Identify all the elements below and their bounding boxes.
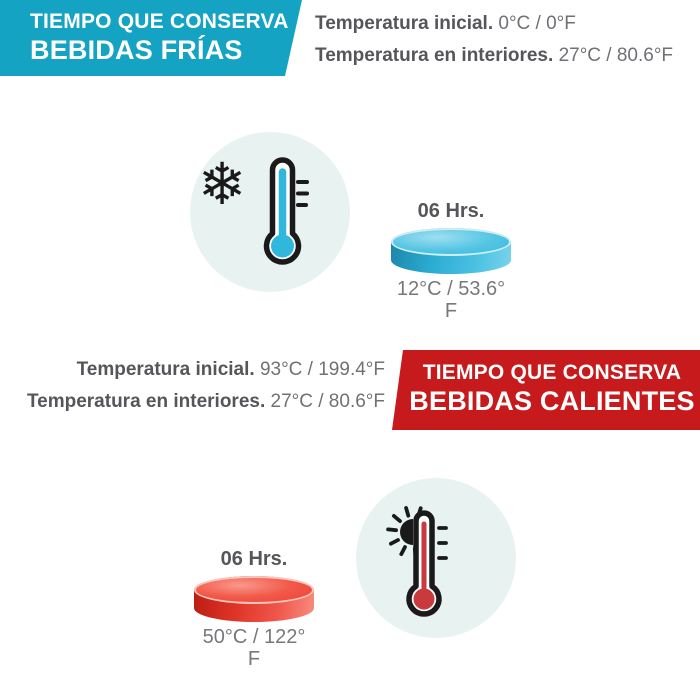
- cold-initial-value: 0°C / 0°F: [498, 13, 576, 34]
- hot-disc: [194, 576, 314, 622]
- cold-disc-top: [391, 228, 511, 256]
- hot-temperature-info: Temperatura inicial. 93°C / 199.4°F Temp…: [27, 354, 385, 418]
- cold-indoor-temperature-line: Temperatura en interiores. 27°C / 80.6°F: [315, 40, 673, 72]
- sun-thermometer-icon: [386, 506, 448, 617]
- hot-thermometer-icon: [406, 510, 448, 617]
- cold-initial-temperature-line: Temperatura inicial. 0°C / 0°F: [315, 8, 673, 40]
- snowflake-thermometer-icon: ❄: [198, 150, 309, 265]
- hot-duration-label: 06 Hrs.: [220, 548, 288, 570]
- cold-section-banner: TIEMPO QUE CONSERVA BEBIDAS FRÍAS: [0, 0, 302, 76]
- cold-hold-temperature: 12°C / 53.6° F: [396, 278, 506, 322]
- cold-disc: [391, 228, 511, 274]
- cold-thermometer-icon: [263, 157, 309, 265]
- hot-initial-temperature-line: Temperatura inicial. 93°C / 199.4°F: [27, 354, 385, 386]
- hot-hold-temperature: 50°C / 122° F: [202, 626, 306, 670]
- hot-icon-circle: [356, 478, 516, 638]
- hot-initial-label: Temperatura inicial.: [76, 359, 255, 380]
- cold-initial-label: Temperatura inicial.: [315, 13, 494, 34]
- cold-indoor-value: 27°C / 80.6°F: [558, 45, 674, 66]
- hot-duration-group: 06 Hrs. 50°C / 122° F: [194, 548, 314, 670]
- cold-duration-group: 06 Hrs. 12°C / 53.6° F: [391, 200, 511, 322]
- hot-indoor-value: 27°C / 80.6°F: [270, 391, 385, 412]
- thermometer-scale-ticks: [437, 526, 448, 560]
- hot-section-banner: TIEMPO QUE CONSERVA BEBIDAS CALIENTES: [392, 350, 700, 430]
- hot-disc-top: [194, 576, 314, 604]
- thermometer-scale-ticks: [296, 180, 309, 207]
- hot-banner-line2: BEBIDAS CALIENTES: [409, 386, 695, 417]
- hot-indoor-temperature-line: Temperatura en interiores. 27°C / 80.6°F: [27, 386, 385, 418]
- cold-banner-line2: BEBIDAS FRÍAS: [30, 35, 243, 66]
- half-sun-icon: [400, 519, 413, 545]
- hot-initial-value: 93°C / 199.4°F: [259, 359, 385, 380]
- hot-indoor-label: Temperatura en interiores.: [26, 391, 266, 412]
- cold-banner-line1: TIEMPO QUE CONSERVA: [30, 10, 289, 33]
- cold-icon-circle: ❄: [190, 132, 350, 292]
- cold-indoor-label: Temperatura en interiores.: [315, 45, 554, 66]
- cold-duration-label: 06 Hrs.: [417, 200, 485, 222]
- snowflake-icon: ❄: [198, 150, 247, 218]
- cold-temperature-info: Temperatura inicial. 0°C / 0°F Temperatu…: [315, 8, 673, 72]
- hot-banner-line1: TIEMPO QUE CONSERVA: [422, 361, 682, 384]
